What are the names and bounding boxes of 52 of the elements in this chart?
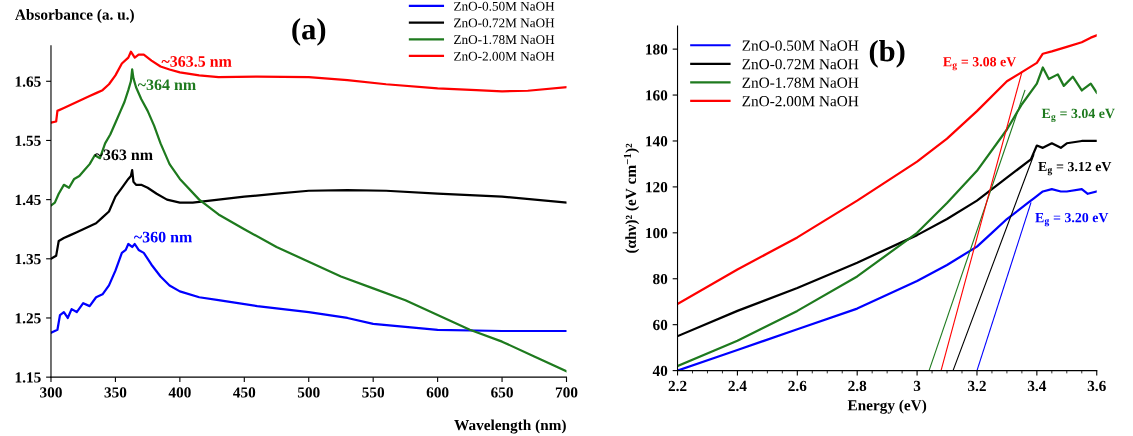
chart-title: (b) xyxy=(869,39,905,68)
legend-label: ZnO-0.50M NaOH xyxy=(454,1,555,11)
y-tick-label: 1.15 xyxy=(15,372,41,383)
x-tick-label: 2.2 xyxy=(668,380,687,392)
x-tick-label: 2.6 xyxy=(788,380,807,392)
x-tick-label: 450 xyxy=(233,387,256,398)
annotation: E$_{g}$ = 3.12 eV xyxy=(1038,161,1112,176)
annotation: ~360 nm xyxy=(133,231,193,243)
annotation: E$_{g}$ = 3.20 eV xyxy=(1035,212,1109,227)
x-tick-label: 300 xyxy=(40,387,62,398)
y-tick-label: 140 xyxy=(646,136,668,147)
y-tick-label: 1.55 xyxy=(15,135,41,146)
y-axis-title: Absorbance (a. u.) xyxy=(15,9,134,23)
x-tick-label: 700 xyxy=(555,387,578,398)
x-tick-label: 400 xyxy=(168,387,191,398)
x-tick-label: 550 xyxy=(362,387,385,398)
x-tick-label: 2.4 xyxy=(728,380,747,392)
legend-label: ZnO-1.78M NaOH xyxy=(742,77,859,88)
legend-label: ZnO-0.50M NaOH xyxy=(742,40,859,51)
x-tick-label: 650 xyxy=(491,387,513,398)
x-axis-title: Wavelength (nm) xyxy=(454,419,566,434)
y-tick-label: 1.35 xyxy=(15,253,41,265)
x-tick-label: 350 xyxy=(104,387,127,398)
x-tick-label: 3.6 xyxy=(1087,380,1106,392)
legend-label: ZnO-1.78M NaOH xyxy=(454,35,555,45)
y-tick-label: 1.25 xyxy=(15,313,41,324)
x-tick-label: 500 xyxy=(297,387,320,398)
y-tick-label: 120 xyxy=(646,182,668,193)
x-tick-label: 3.2 xyxy=(968,380,986,392)
legend-label: ZnO-2.00M NaOH xyxy=(742,96,859,107)
x-tick-label: 600 xyxy=(426,387,449,398)
y-tick-label: 1.45 xyxy=(15,194,41,206)
legend-label: ZnO-2.00M NaOH xyxy=(454,51,555,61)
x-tick-label: 2.8 xyxy=(848,380,867,392)
y-tick-label: 160 xyxy=(646,90,668,101)
x-axis-title: Energy (eV) xyxy=(847,399,927,414)
y-tick-label: 80 xyxy=(653,273,668,285)
annotation: ~363.5 nm xyxy=(161,56,232,67)
legend-label: ZnO-0.72M NaOH xyxy=(742,58,859,70)
annotation: ~364 nm xyxy=(137,79,196,91)
y-tick-label: 40 xyxy=(652,365,668,377)
y-tick-label: 100 xyxy=(646,227,668,239)
x-tick-label: 3 xyxy=(913,380,921,392)
chart-title: (a) xyxy=(292,18,326,46)
annotation: E$_{g}$ = 3.04 eV xyxy=(1041,108,1115,123)
x-tick-label: 3.4 xyxy=(1027,380,1047,392)
y-tick-label: 60 xyxy=(653,319,668,331)
y-tick-label: 180 xyxy=(646,44,668,55)
y-tick-label: 1.65 xyxy=(15,76,41,87)
legend-label: ZnO-0.72M NaOH xyxy=(454,18,555,28)
annotation: E$_{g}$ = 3.08 eV xyxy=(943,57,1017,71)
y-axis-title: (αhν)² (eV cm$^{−1}$)² xyxy=(623,143,640,253)
